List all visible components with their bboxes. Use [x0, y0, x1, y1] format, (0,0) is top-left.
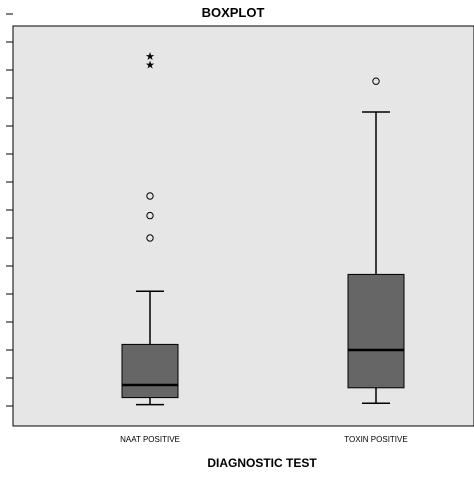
extreme-point: ★ [145, 59, 155, 71]
outlier-point [146, 211, 154, 220]
box-1: ★★ [121, 51, 179, 406]
category-label: NAAT POSITIVE [120, 435, 180, 444]
iqr-box [121, 343, 179, 399]
extreme-point: ★ [145, 51, 155, 63]
box-series: ★★ [121, 51, 405, 406]
x-axis-label: DIAGNOSTIC TEST [207, 456, 317, 470]
outlier-point [146, 192, 154, 200]
iqr-box [347, 273, 405, 389]
category-labels: NAAT POSITIVE TOXIN POSITIVE [120, 435, 408, 444]
y-axis-ticks [6, 13, 13, 407]
box-2 [347, 77, 405, 404]
chart-title: BOXPLOT [202, 5, 265, 20]
outlier-point [372, 77, 380, 85]
category-label: TOXIN POSITIVE [344, 435, 407, 444]
outlier-point [146, 234, 154, 242]
plot-area [12, 25, 474, 427]
